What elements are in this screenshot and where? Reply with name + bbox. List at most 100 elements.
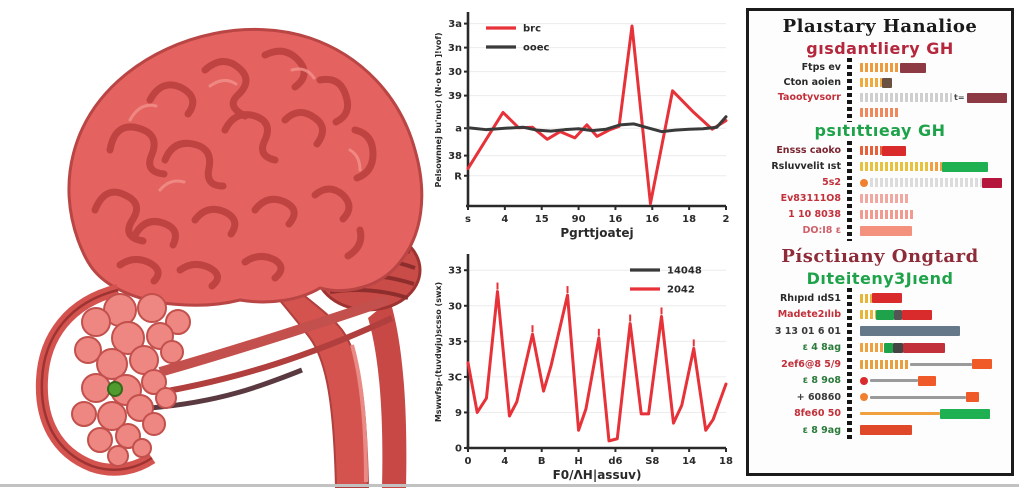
x-tick-label: 18 [682, 214, 696, 225]
x-tick-label: s [465, 214, 471, 225]
x-tick-label: 18 [719, 456, 733, 467]
bar-segment [860, 412, 940, 416]
bar-segments [860, 161, 988, 172]
bar-segment [860, 293, 872, 303]
hormone-label: 2ef6@8 5/9 [781, 358, 841, 370]
hormone-label: ε 8 9o8 [802, 375, 841, 387]
hormone-label: DO:I8 ε [802, 225, 841, 237]
bar-segment [860, 225, 912, 236]
bar-segment [966, 392, 979, 403]
series-brc [466, 24, 728, 206]
bar-segments [860, 408, 990, 419]
pituitary-lobules [71, 293, 191, 467]
hormone-bar-row: ε 8 9ag [755, 422, 1005, 439]
bar-segment [860, 93, 952, 103]
hormone-label: 8fe60 50 [794, 408, 841, 420]
bar-segments [860, 225, 912, 236]
panel-subtitle: psıtıttıeay GH [814, 121, 946, 141]
gyri-folds [91, 47, 377, 290]
x-tick-label: 16 [608, 214, 622, 225]
hormone-bar-row: ε 4 8ag [755, 340, 1005, 357]
bar-segments [860, 108, 900, 118]
x-tick-label: 14 [682, 456, 696, 467]
hormone-label: + 60860 [796, 391, 841, 403]
bar-segments [860, 177, 1002, 188]
pituitary-stalk [158, 295, 390, 377]
y-tick-label: 0 [455, 444, 462, 455]
hormone-bar-row: Cton aoien [755, 75, 1005, 90]
hormone-label: Ensss caoko [776, 145, 841, 157]
hormone-label: ε 4 8ag [802, 342, 841, 354]
hormone-label: ε 8 9ag [802, 424, 841, 436]
x-tick-label: 4 [501, 456, 508, 467]
bar-segment [870, 379, 918, 383]
y-tick-label: 39 [448, 91, 462, 102]
bar-segments [860, 342, 945, 353]
bar-segments [860, 392, 979, 403]
hormone-bar-group: Ftps ev Cton aoien Taootyvsorr t= [755, 58, 1007, 123]
x-tick-label: H [574, 456, 582, 467]
bar-segment [860, 326, 960, 337]
bar-segment [870, 178, 982, 188]
hormone-bar-row: DO:I8 ε [755, 223, 1005, 239]
bar-segment [860, 210, 915, 220]
x-axis-label: Pgrttjoatej [560, 226, 633, 240]
bar-segment [900, 62, 926, 73]
pituitary-stalk-2 [161, 315, 394, 395]
hormone-bar-group: Ensss caoko Rsluvvelit ıst 5s2 Ev83111O8 1 1… [755, 140, 1005, 241]
y-tick-label: 3C [448, 372, 462, 383]
hormone-bar-row: Ftps ev [755, 60, 1005, 75]
bar-segment [872, 293, 902, 304]
bar-segment [870, 395, 966, 399]
hormone-bar-row: 1 10 8038 [755, 207, 1005, 223]
hormone-bar-row: Taootyvsorr t= [755, 90, 1007, 105]
cerebrum [67, 27, 424, 307]
pituitary-shell-outline [40, 288, 153, 471]
bar-segment [882, 145, 906, 156]
bar-segment [893, 342, 903, 353]
y-tick-label: 38 [448, 151, 462, 162]
y-tick-label: 30 [448, 67, 462, 78]
bar-segment [860, 78, 882, 88]
spinal-cord [368, 300, 407, 488]
bar-segment [910, 362, 972, 366]
bar-segment [876, 309, 894, 320]
bar-segment [860, 393, 868, 402]
dotted-axis [847, 58, 852, 123]
hormone-bar-row: 2ef6@8 5/9 [755, 356, 1005, 373]
panel-subtitle: Dıteiteny3Jıend [806, 268, 954, 288]
y-tick-label: 30 [448, 301, 462, 312]
bar-segment [966, 92, 1007, 103]
hormone-label: Madete2ılıb [777, 309, 841, 321]
bar-annotation: t= [954, 93, 965, 103]
bar-segment [942, 161, 988, 172]
bar-segments [860, 62, 926, 73]
bar-segment [860, 108, 900, 118]
hormone-bar-row: 8fe60 50 [755, 406, 1005, 423]
y-axis-label: Mswwfsp-(tuvdwju)scsso (swx) [434, 282, 443, 422]
bar-segment [860, 146, 882, 156]
dotted-axis [847, 140, 852, 241]
hormone-label: 3 13 01 6 01 [774, 325, 841, 337]
hormone-bar-row: 3 13 01 6 01 [755, 323, 1005, 340]
x-tick-label: 0 [465, 456, 472, 467]
x-tick-label: 15 [535, 214, 549, 225]
x-tick-label: 90 [572, 214, 586, 225]
hormone-bar-row: 5s2 [755, 175, 1005, 191]
x-tick-label: 16 [645, 214, 659, 225]
hormone-label: Rsluvvelit ıst [771, 161, 841, 173]
bar-segment [860, 63, 900, 73]
y-tick-label: 3a [448, 19, 462, 30]
hormone-bar-row [755, 105, 1005, 120]
bar-segments [860, 425, 912, 436]
legend-label: 14048 [667, 266, 702, 277]
hormone-label: Ftps ev [801, 62, 841, 74]
legend-label: 2042 [667, 285, 695, 296]
x-tick-label: 2 [723, 214, 730, 225]
bar-segment [860, 194, 910, 204]
hormone-label: Ev83111O8 [780, 193, 841, 205]
legend-label: brc [523, 24, 541, 35]
bar-segments [860, 326, 960, 337]
